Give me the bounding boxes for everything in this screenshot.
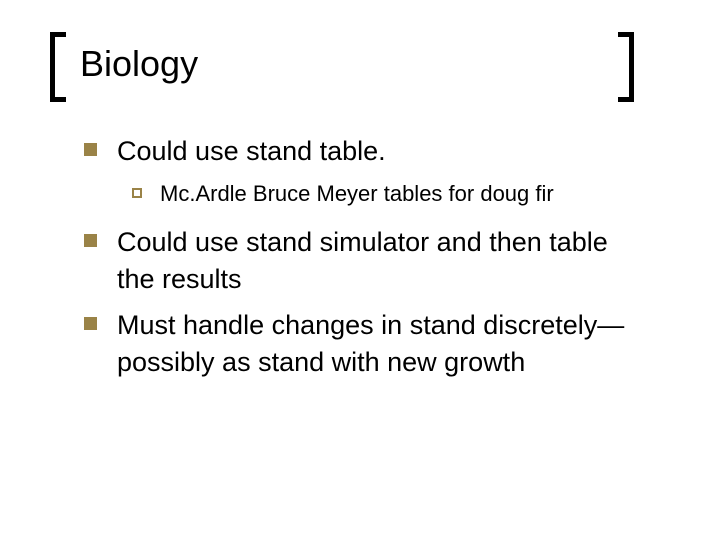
list-item-text: Could use stand table.: [117, 133, 386, 169]
list-item: Could use stand simulator and then table…: [84, 224, 630, 297]
list-item: Could use stand table.: [84, 133, 630, 169]
list-item-text: Must handle changes in stand discretely—…: [117, 307, 630, 380]
hollow-square-bullet-icon: [132, 188, 142, 198]
square-bullet-icon: [84, 317, 97, 330]
square-bullet-icon: [84, 143, 97, 156]
slide-title: Biology: [50, 42, 670, 85]
square-bullet-icon: [84, 234, 97, 247]
list-item-text: Could use stand simulator and then table…: [117, 224, 630, 297]
bracket-left-icon: [50, 32, 66, 102]
slide-content: Could use stand table. Mc.Ardle Bruce Me…: [50, 133, 670, 380]
slide: Biology Could use stand table. Mc.Ardle …: [0, 0, 720, 540]
bracket-right-icon: [618, 32, 634, 102]
title-wrap: Biology: [50, 42, 670, 85]
list-subitem: Mc.Ardle Bruce Meyer tables for doug fir: [132, 180, 630, 209]
list-item: Must handle changes in stand discretely—…: [84, 307, 630, 380]
list-subitem-text: Mc.Ardle Bruce Meyer tables for doug fir: [160, 180, 554, 209]
